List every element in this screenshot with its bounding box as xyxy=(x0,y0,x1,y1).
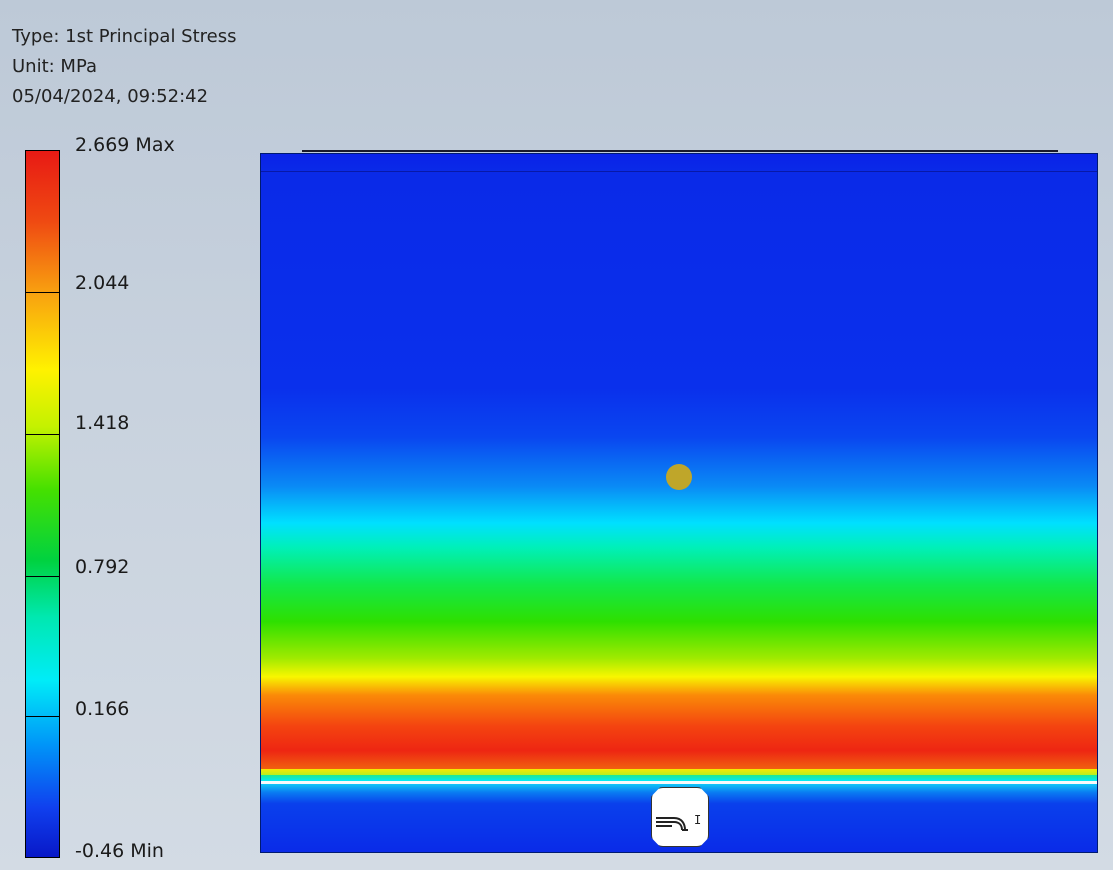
model-top-edge xyxy=(302,150,1058,152)
legend-max-label: 2.669 Max xyxy=(75,134,175,156)
contour-band-yellow xyxy=(261,769,1097,775)
result-unit: Unit: MPa xyxy=(12,56,98,77)
legend-tick xyxy=(25,434,60,435)
color-legend-bar xyxy=(25,150,60,858)
legend-tick-label: 0.166 xyxy=(75,698,130,720)
result-type: Type: 1st Principal Stress xyxy=(12,26,237,47)
result-info: Type: 1st Principal Stress Unit: MPa 05/… xyxy=(12,22,236,112)
probe-point-icon[interactable] xyxy=(666,464,692,490)
legend-tick-label: 0.792 xyxy=(75,556,130,578)
contour-band-white xyxy=(261,781,1097,784)
legend-tick xyxy=(25,716,60,717)
contour-top-edge-line xyxy=(261,171,1097,172)
legend-tick xyxy=(25,576,60,577)
result-timestamp: 05/04/2024, 09:52:42 xyxy=(12,86,209,107)
legend-min-label: -0.46 Min xyxy=(75,840,164,862)
legend-tick-label: 2.044 xyxy=(75,272,130,294)
bearing-load-icon[interactable]: I xyxy=(651,787,709,847)
contour-band-main xyxy=(261,154,1097,769)
bearing-symbol: I xyxy=(694,813,701,827)
legend-tick-label: 1.418 xyxy=(75,412,130,434)
contour-band-cyan xyxy=(261,775,1097,781)
legend-tick xyxy=(25,292,60,293)
stress-contour-model[interactable] xyxy=(260,153,1098,853)
bearing-load-glyph: I xyxy=(656,813,701,831)
